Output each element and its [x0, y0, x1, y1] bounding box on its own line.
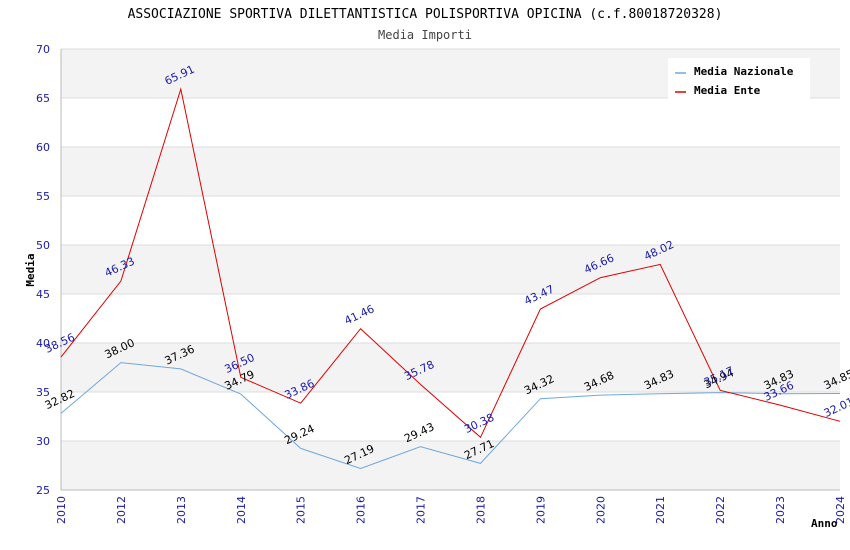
legend: Media Nazionale Media Ente: [668, 58, 810, 102]
y-tick-label: 45: [36, 288, 50, 301]
legend-label-media-ente: Media Ente: [694, 84, 761, 97]
y-tick-label: 55: [36, 190, 50, 203]
series-lines: [60, 87, 841, 470]
legend-box: [668, 58, 810, 102]
data-label: 30.38: [462, 411, 496, 436]
series-line-media-nazionale: [60, 362, 841, 470]
y-tick-label: 35: [36, 386, 50, 399]
legend-label-media-nazionale: Media Nazionale: [694, 65, 794, 78]
x-tick-label: 2012: [115, 496, 128, 524]
x-tick-label: 2019: [534, 496, 547, 524]
x-tick-label: 2022: [714, 496, 727, 524]
x-tick-label: 2015: [295, 496, 308, 524]
x-tick-label: 2010: [55, 496, 68, 524]
y-tick-label: 70: [36, 43, 50, 56]
grid-bands: [61, 49, 840, 490]
y-tick-label: 30: [36, 435, 50, 448]
y-tick-label: 60: [36, 141, 50, 154]
y-tick-labels: 25 30 35 40 45 50 55 60 65 70: [36, 43, 50, 497]
data-label: 41.46: [342, 302, 376, 327]
x-tick-label: 2023: [774, 496, 787, 524]
grid-band: [61, 147, 840, 196]
y-tick-label: 25: [36, 484, 50, 497]
y-tick-label: 40: [36, 337, 50, 350]
series-line-media-ente: [60, 87, 841, 439]
data-label: 32.01: [822, 395, 850, 420]
x-tick-label: 2021: [654, 496, 667, 524]
axes: [60, 49, 840, 491]
x-tick-label: 2013: [175, 496, 188, 524]
x-tick-labels: 2010 2012 2013 2014 2015 2016 2017 2018 2019 2020…: [55, 496, 847, 524]
y-tick-label: 50: [36, 239, 50, 252]
y-axis-title: Media: [24, 253, 37, 286]
grid-lines: [61, 48, 840, 491]
grid-band: [61, 343, 840, 392]
x-tick-label: 2024: [834, 496, 847, 524]
chart-subtitle: Media Importi: [378, 28, 472, 42]
grid-band: [61, 441, 840, 490]
x-tick-label: 2017: [415, 496, 428, 524]
grid-band: [61, 245, 840, 294]
chart-title: ASSOCIAZIONE SPORTIVA DILETTANTISTICA PO…: [128, 7, 723, 22]
y-tick-label: 65: [36, 92, 50, 105]
x-axis-title: Anno: [811, 517, 838, 530]
x-tick-label: 2020: [594, 496, 607, 524]
x-tick-label: 2016: [355, 496, 368, 524]
x-tick-label: 2018: [474, 496, 487, 524]
x-tick-label: 2014: [235, 496, 248, 524]
